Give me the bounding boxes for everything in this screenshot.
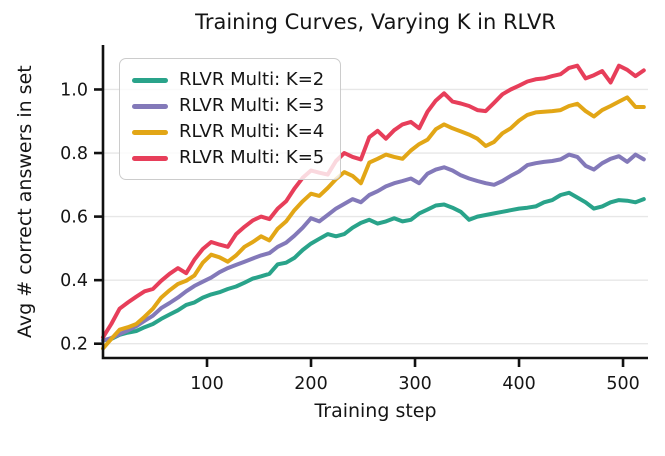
legend: RLVR Multi: K=2 RLVR Multi: K=3 RLVR Multi… [119,58,342,180]
legend-item-k4: RLVR Multi: K=4 [132,119,324,145]
legend-label: RLVR Multi: K=3 [179,95,325,116]
axis-spines [101,45,648,360]
legend-label: RLVR Multi: K=4 [179,121,325,142]
x-tick-label: 400 [502,374,535,394]
legend-swatch-icon [132,103,168,109]
legend-swatch-icon [132,77,168,83]
chart-title: Training Curves, Varying K in RLVR [195,10,556,34]
y-tick-label: 0.8 [60,144,88,164]
legend-label: RLVR Multi: K=2 [179,69,325,90]
y-tick-label: 0.4 [60,271,88,291]
x-tick-label: 200 [294,374,327,394]
legend-swatch-icon [132,129,168,135]
legend-item-k5: RLVR Multi: K=5 [132,145,324,171]
x-tick-label: 500 [606,374,639,394]
x-tick-label: 100 [190,374,223,394]
y-tick-label: 1.0 [60,80,88,100]
series-line-k2 [101,190,646,343]
series-line-k5 [101,63,646,340]
x-axis-label: Training step [314,400,437,422]
legend-label: RLVR Multi: K=5 [179,147,325,168]
y-tick-label: 0.2 [60,335,88,355]
x-tick-label: 300 [398,374,431,394]
legend-item-k2: RLVR Multi: K=2 [132,67,324,93]
series-line-k4 [101,95,646,351]
legend-item-k3: RLVR Multi: K=3 [132,93,324,119]
y-tick-label: 0.6 [60,208,88,228]
series-line-k3 [101,152,646,343]
legend-swatch-icon [132,155,168,161]
